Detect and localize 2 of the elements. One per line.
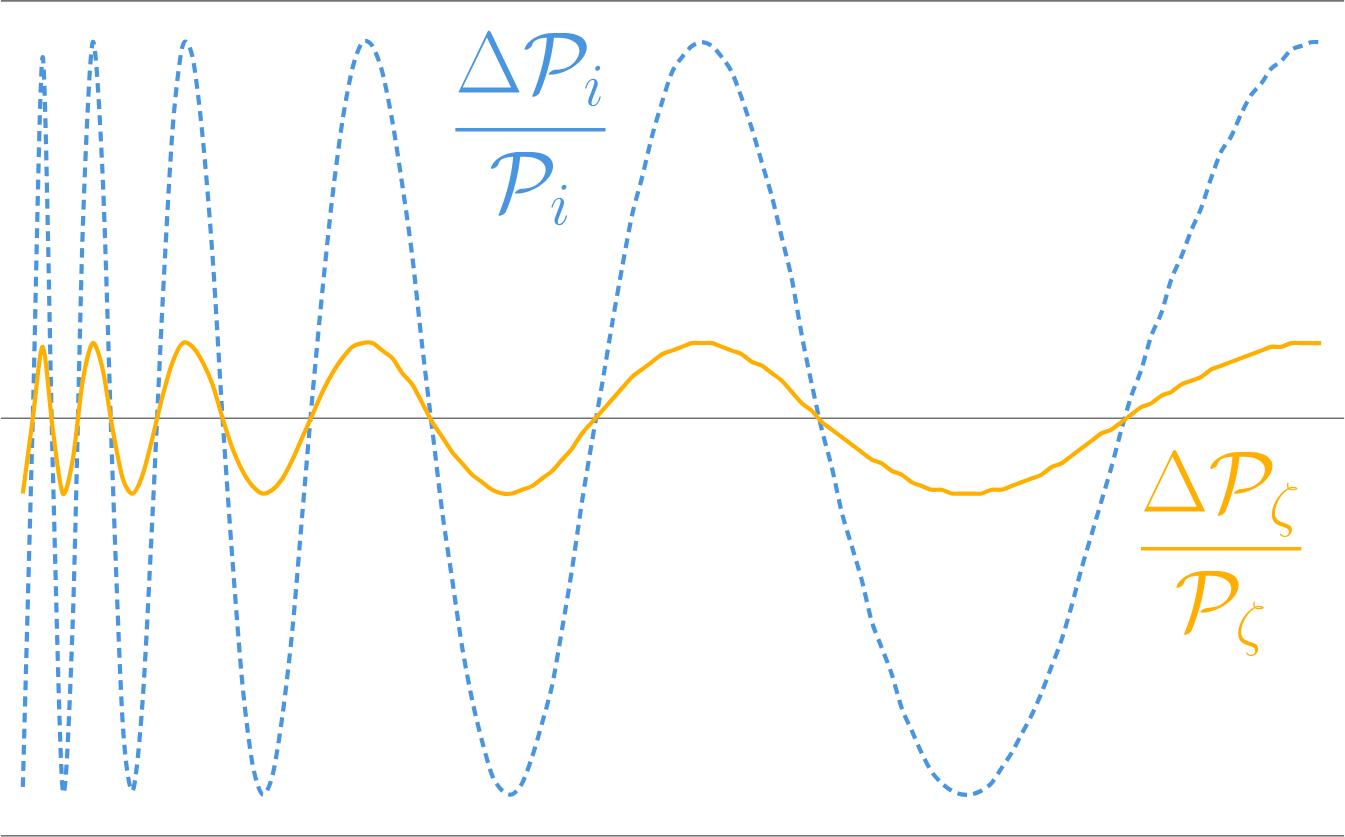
series-label: $\frac{\Delta\mathcal{P}_\zeta}{\mathcal{P}_\zeta}$ — [1140, 450, 1302, 657]
series-label: $\frac{\Delta\mathcal{P}_i}{\mathcal{P}_i}$ — [455, 30, 606, 226]
